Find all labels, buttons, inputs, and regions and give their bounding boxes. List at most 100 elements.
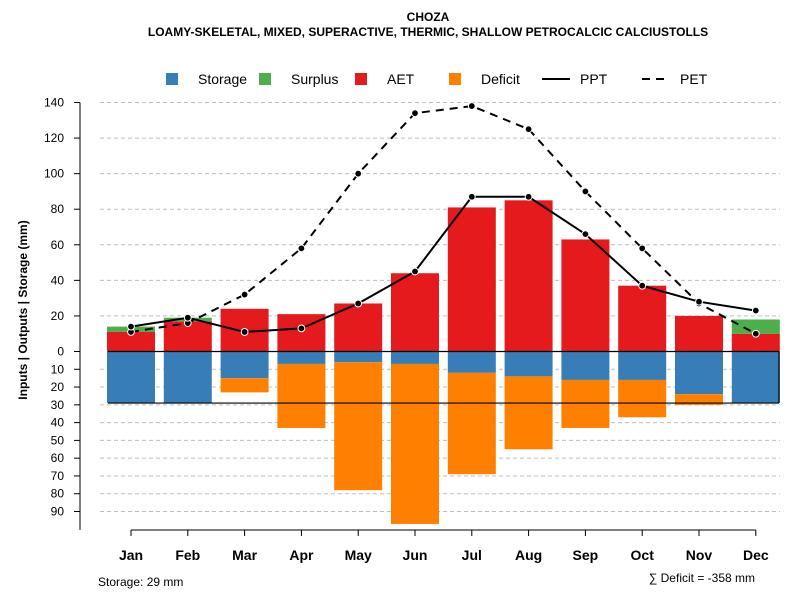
ppt-point: [467, 192, 476, 201]
pet-point: [524, 125, 533, 134]
deficit-bar: [447, 372, 496, 475]
axes: 0 20 40 60 80 100 120 140 10 20 30 40 50 60 70 80 90 Jan F…: [44, 96, 769, 564]
y-tick-label: 60: [51, 238, 65, 252]
ppt-point: [297, 324, 306, 333]
storage-bar: [163, 351, 212, 404]
month-label: Dec: [743, 547, 769, 563]
storage-bar: [618, 351, 667, 380]
aet-bar: [107, 331, 155, 352]
ppt-point: [581, 230, 590, 239]
deficit-bar: [277, 363, 326, 428]
y-tick-label: 50: [51, 433, 65, 447]
aet-bar: [675, 315, 723, 352]
legend: Storage Surplus AET Deficit PPT PET: [166, 71, 708, 87]
month-label: Feb: [175, 547, 200, 563]
ppt-point: [127, 322, 135, 331]
month-label: Nov: [686, 547, 713, 563]
pet-point: [297, 244, 306, 253]
storage-bar: [731, 351, 780, 404]
y-tick-label: 20: [51, 309, 65, 323]
deficit-bar: [220, 378, 269, 393]
month-label: Oct: [631, 547, 655, 563]
legend-surplus-swatch: [259, 73, 271, 85]
y-tick-label: 80: [51, 202, 65, 216]
deficit-bar: [618, 379, 667, 418]
chart-subtitle: LOAMY-SKELETAL, MIXED, SUPERACTIVE, THER…: [148, 25, 708, 39]
storage-note: Storage: 29 mm: [98, 575, 183, 589]
storage-bar: [391, 351, 439, 364]
y-tick-label: 40: [51, 416, 65, 430]
legend-pet-label: PET: [680, 71, 708, 87]
gridlines: [100, 102, 780, 512]
legend-storage-swatch: [166, 73, 178, 85]
y-tick-label: 20: [51, 380, 65, 394]
storage-bar: [107, 351, 155, 404]
aet-bar: [618, 285, 667, 352]
month-label: Mar: [232, 547, 257, 563]
month-label: Jul: [462, 547, 482, 563]
storage-bar: [447, 351, 496, 373]
y-tick-label: 120: [44, 131, 64, 145]
legend-deficit-label: Deficit: [481, 71, 520, 87]
y-tick-label: 0: [57, 345, 64, 359]
deficit-note: ∑ Deficit = -358 mm: [649, 571, 755, 585]
y-tick-label: 10: [51, 362, 65, 376]
legend-deficit-swatch: [449, 73, 461, 85]
aet-bar: [277, 314, 326, 352]
deficit-bar: [391, 363, 439, 524]
y-axis-label: Inputs | Outputs | Storage (mm): [16, 220, 30, 399]
storage-bar: [334, 351, 383, 363]
bars: [107, 200, 780, 524]
month-label: Aug: [515, 547, 542, 563]
aet-bar: [504, 200, 553, 352]
ppt-point: [524, 192, 533, 201]
y-tick-label: 70: [51, 469, 65, 483]
deficit-bar: [334, 362, 383, 491]
ppt-point: [751, 306, 760, 315]
aet-bar: [391, 273, 439, 352]
legend-ppt-label: PPT: [580, 71, 608, 87]
pet-point: [354, 169, 363, 178]
legend-storage-label: Storage: [198, 71, 247, 87]
storage-bar: [277, 351, 326, 364]
ppt-pet-lines: [127, 102, 760, 338]
aet-bar: [561, 239, 610, 352]
storage-capacity-box: [108, 350, 780, 404]
pet-point: [751, 329, 760, 338]
pet-point: [467, 102, 476, 110]
legend-aet-swatch: [355, 73, 367, 85]
ppt-point: [695, 297, 703, 306]
month-label: Apr: [289, 547, 314, 563]
y-tick-label: 100: [44, 167, 64, 181]
aet-bar: [447, 207, 496, 352]
ppt-point: [183, 313, 192, 322]
chart-title: CHOZA: [407, 10, 450, 24]
month-label: Jun: [403, 547, 428, 563]
ppt-point: [411, 267, 419, 276]
y-tick-label: 140: [44, 96, 64, 110]
deficit-bar: [675, 394, 723, 405]
surplus-bar: [731, 319, 780, 334]
ppt-point: [354, 299, 363, 308]
storage-bar: [504, 351, 553, 377]
legend-aet-label: AET: [387, 71, 415, 87]
y-tick-label: 30: [51, 398, 65, 412]
pet-point: [638, 244, 647, 253]
pet-point: [581, 187, 590, 196]
pet-point: [411, 109, 419, 118]
y-tick-label: 80: [51, 487, 65, 501]
month-label: Jan: [119, 547, 143, 563]
storage-bar: [561, 351, 610, 380]
pet-line: [130, 105, 757, 335]
pet-point: [240, 290, 249, 299]
ppt-point: [638, 281, 647, 290]
deficit-bar: [504, 376, 553, 450]
ppt-line: [130, 195, 756, 333]
legend-surplus-label: Surplus: [291, 71, 338, 87]
month-label: Sep: [573, 547, 599, 563]
storage-bar: [220, 351, 269, 379]
y-tick-label: 60: [51, 451, 65, 465]
y-tick-label: 90: [51, 505, 65, 519]
y-tick-label: 40: [51, 273, 65, 287]
